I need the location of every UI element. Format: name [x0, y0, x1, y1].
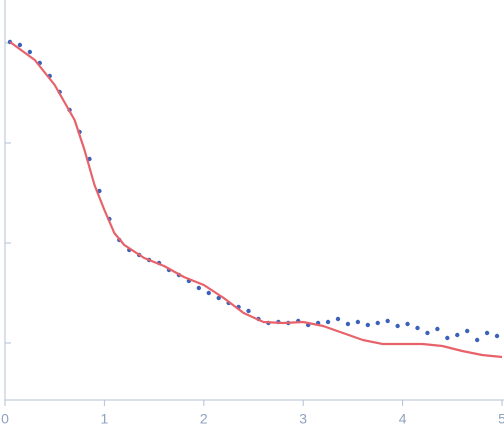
data-point: [206, 290, 211, 296]
data-point: [455, 332, 460, 338]
data-point: [445, 335, 450, 341]
data-point: [246, 308, 251, 314]
x-tick-label: 1: [101, 411, 109, 427]
x-tick-label: 3: [299, 411, 307, 427]
data-point: [325, 319, 331, 325]
data-point: [465, 328, 470, 334]
x-tick-label: 2: [200, 411, 208, 427]
data-point: [435, 326, 440, 332]
data-point: [17, 42, 23, 48]
fit-line: [9, 41, 503, 359]
data-point: [196, 285, 202, 291]
data-point: [484, 330, 490, 336]
data-point: [355, 319, 361, 325]
x-tick-label: 4: [399, 411, 407, 427]
x-tick-label: 5: [498, 411, 504, 427]
data-point: [405, 321, 410, 327]
data-point: [375, 320, 380, 326]
data-point: [415, 325, 420, 331]
data-point: [335, 316, 341, 322]
data-point: [365, 322, 371, 328]
data-point: [474, 337, 480, 343]
data-point: [494, 333, 500, 339]
data-point: [385, 318, 390, 324]
x-tick-label: 0: [1, 411, 9, 427]
data-point: [425, 330, 430, 336]
data-point: [345, 321, 351, 327]
data-point: [27, 49, 33, 55]
data-point: [395, 323, 400, 329]
data-point: [216, 295, 221, 301]
